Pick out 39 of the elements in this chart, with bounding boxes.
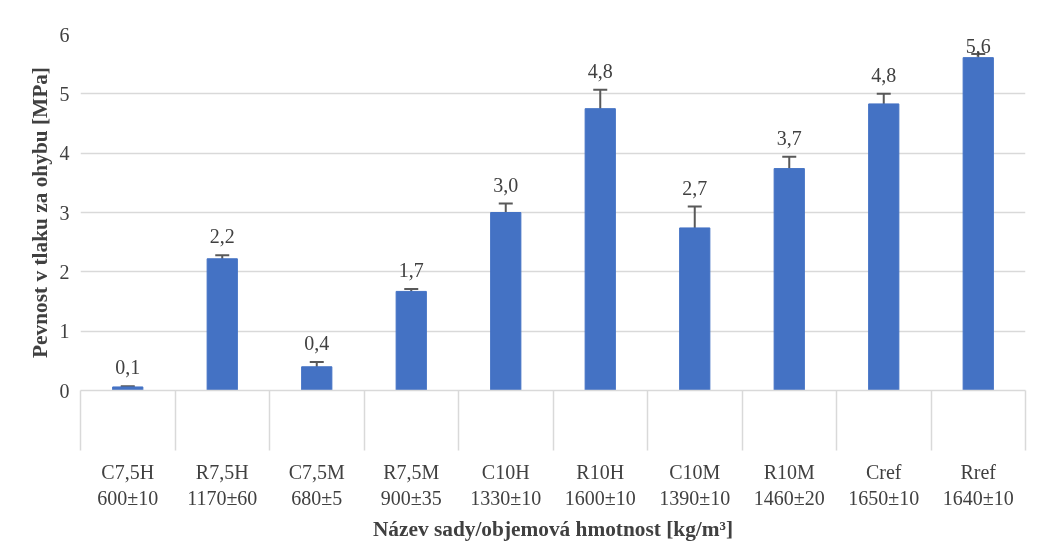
bar — [679, 227, 711, 391]
bar — [962, 57, 994, 391]
bar — [301, 366, 333, 391]
bar — [868, 103, 900, 391]
x-tick-label: R10M 1460±20 — [753, 460, 825, 509]
bar — [112, 386, 144, 391]
data-label: 4,8 — [587, 59, 613, 82]
x-tick-label: R7,5M 900±35 — [380, 460, 442, 509]
data-label: 1,7 — [398, 259, 424, 282]
data-label: 2,2 — [209, 225, 235, 248]
data-label: 3,7 — [776, 126, 802, 149]
bar — [584, 108, 616, 391]
y-axis-title: Pevnost v tlaku za ohybu [MPa] — [27, 67, 52, 358]
data-label: 3,0 — [493, 173, 519, 196]
x-tick-label: C10M 1390±10 — [659, 460, 731, 509]
bar — [206, 258, 238, 391]
data-label: 0,1 — [115, 356, 141, 379]
bar — [395, 290, 427, 391]
x-tick-label: C7,5H 600±10 — [97, 460, 159, 509]
data-label: 4,8 — [871, 63, 897, 86]
y-tick-label: 1 — [59, 320, 70, 343]
y-tick-label: 2 — [59, 260, 70, 283]
y-tick-label: 5 — [59, 82, 70, 105]
x-tick-label: C7,5M 680±5 — [288, 460, 346, 509]
x-tick-label: R7,5H 1170±60 — [187, 460, 258, 509]
x-axis-title: Název sady/objemová hmotnost [kg/m³] — [372, 516, 734, 541]
y-tick-label: 3 — [59, 201, 70, 224]
y-tick-label: 4 — [59, 142, 70, 165]
data-label: 5,6 — [965, 35, 991, 58]
x-tick-label: R10H 1600±10 — [564, 460, 636, 509]
y-tick-label: 0 — [59, 379, 70, 402]
data-label: 0,4 — [304, 332, 330, 355]
y-tick-label: 6 — [59, 23, 70, 46]
x-tick-label: C10H 1330±10 — [470, 460, 542, 509]
bar — [773, 168, 805, 391]
data-label: 2,7 — [682, 176, 708, 199]
x-tick-label: Cref 1650±10 — [848, 460, 920, 509]
bar — [490, 212, 522, 391]
x-tick-label: Rref 1640±10 — [942, 460, 1014, 509]
